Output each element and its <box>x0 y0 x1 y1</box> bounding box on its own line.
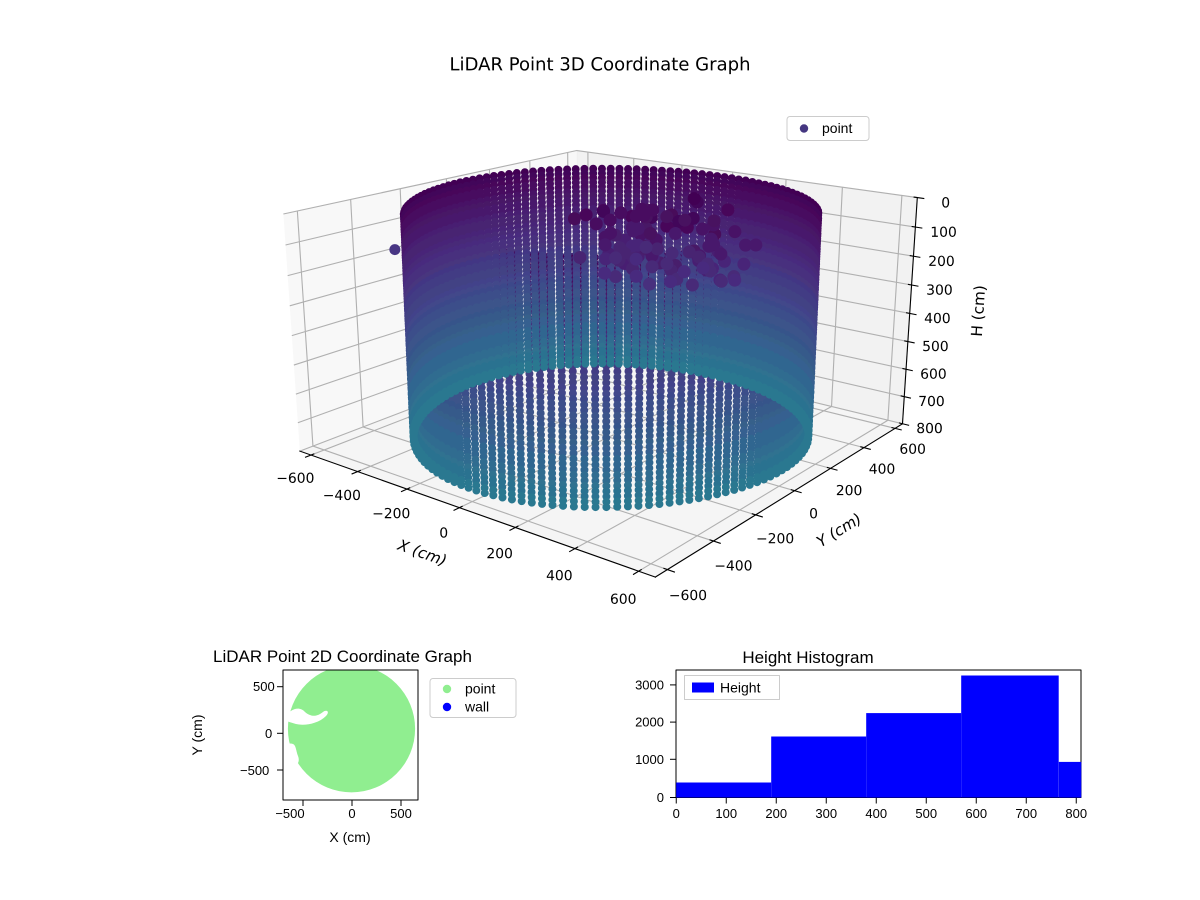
svg-text:1000: 1000 <box>635 752 664 767</box>
svg-text:0: 0 <box>657 790 664 805</box>
svg-text:300: 300 <box>815 806 837 821</box>
svg-text:500: 500 <box>915 806 937 821</box>
svg-text:Height Histogram: Height Histogram <box>742 648 873 667</box>
svg-text:800: 800 <box>1065 806 1087 821</box>
svg-text:400: 400 <box>865 806 887 821</box>
svg-text:700: 700 <box>1015 806 1037 821</box>
svg-text:Height: Height <box>720 680 761 696</box>
svg-text:200: 200 <box>765 806 787 821</box>
svg-text:0: 0 <box>673 806 680 821</box>
svg-text:2000: 2000 <box>635 715 664 730</box>
svg-text:3000: 3000 <box>635 678 664 693</box>
svg-text:100: 100 <box>715 806 737 821</box>
svg-text:600: 600 <box>965 806 987 821</box>
